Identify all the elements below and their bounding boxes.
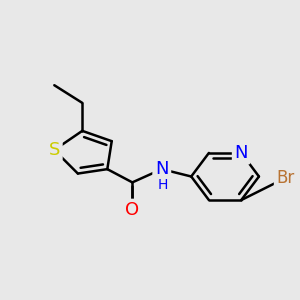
Text: N: N bbox=[155, 160, 169, 178]
Text: O: O bbox=[125, 201, 140, 219]
Text: Br: Br bbox=[276, 169, 295, 187]
Text: H: H bbox=[158, 178, 168, 192]
Text: N: N bbox=[235, 144, 248, 162]
Text: S: S bbox=[49, 141, 60, 159]
